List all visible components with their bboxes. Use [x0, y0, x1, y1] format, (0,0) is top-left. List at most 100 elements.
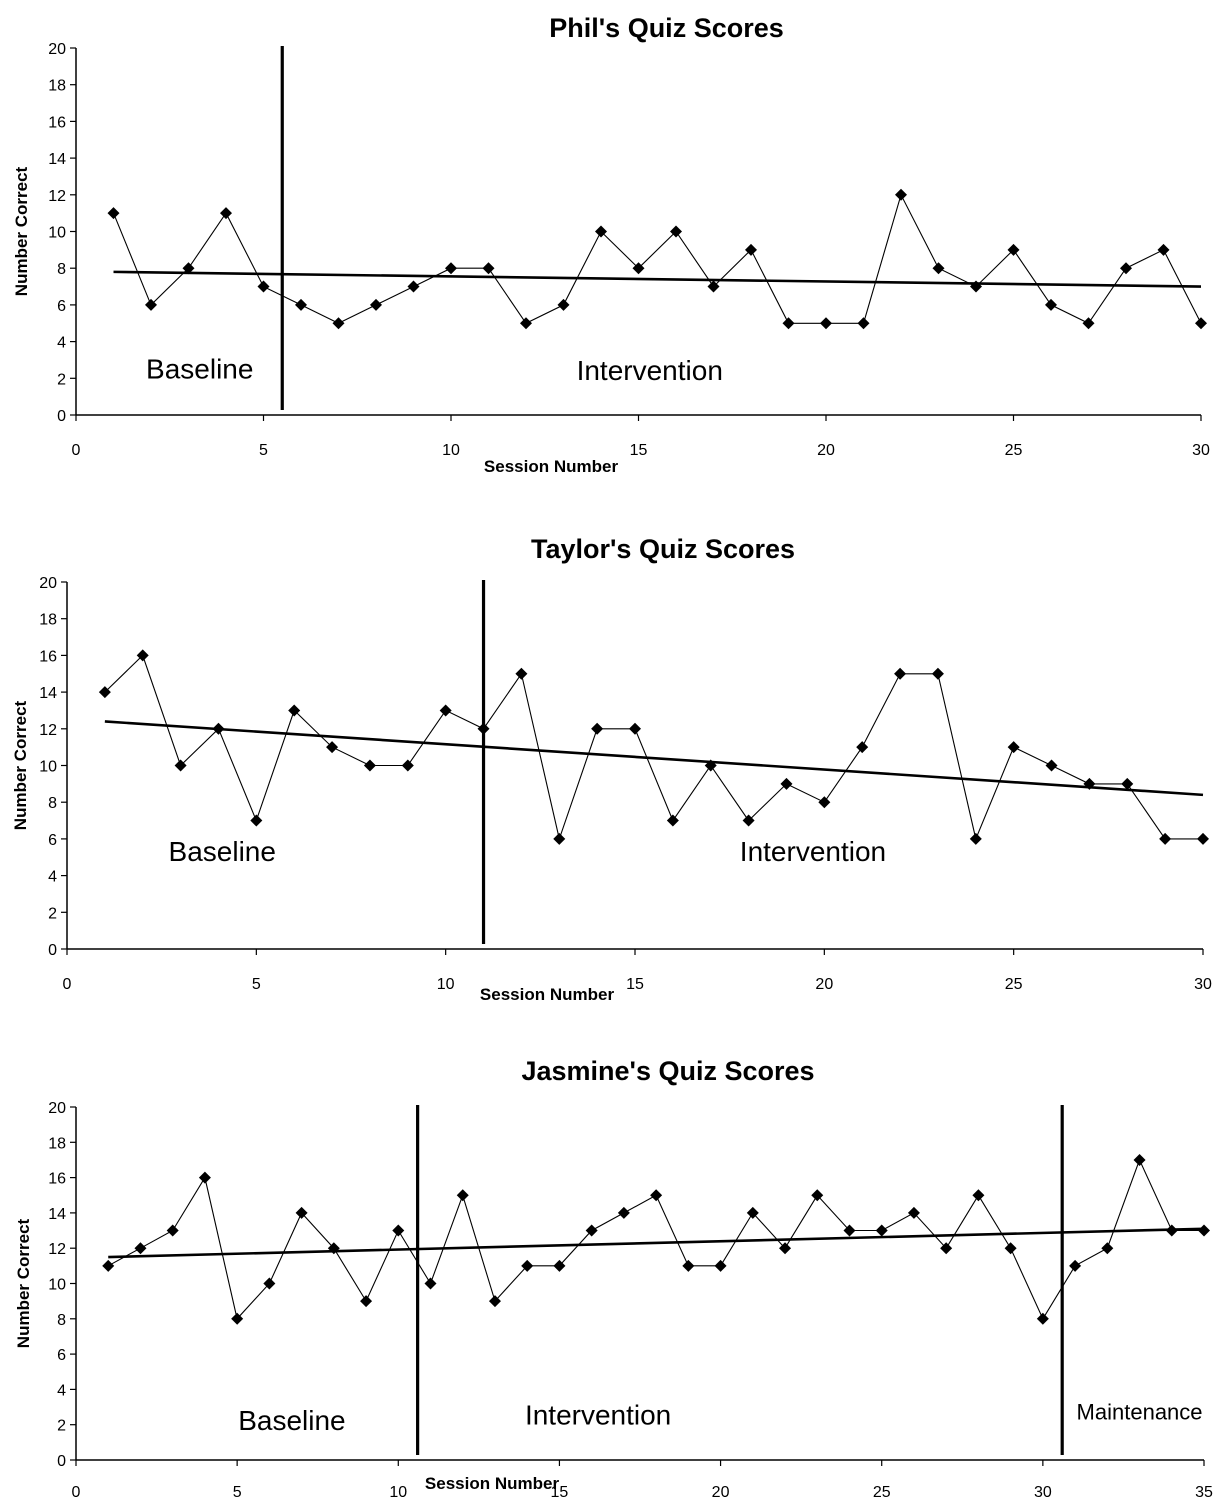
y-tick-label: 10 [48, 225, 66, 242]
y-tick-label: 20 [48, 41, 66, 58]
y-tick-label: 6 [57, 298, 66, 315]
data-point [557, 298, 570, 311]
data-point [591, 722, 604, 735]
data-point [670, 225, 682, 238]
data-point [477, 722, 490, 735]
data-point [585, 1224, 598, 1237]
y-tick-label: 4 [57, 1382, 66, 1399]
chart-title: Taylor's Quiz Scores [531, 534, 795, 564]
data-point [1069, 1259, 1082, 1272]
y-tick-label: 4 [57, 335, 66, 352]
data-point [1197, 832, 1209, 845]
data-point [521, 1259, 534, 1272]
x-tick-label: 25 [1005, 976, 1023, 993]
phase-label: Intervention [740, 836, 886, 867]
y-tick-label: 16 [39, 648, 57, 665]
data-point [182, 262, 195, 275]
x-tick-label: 5 [233, 1484, 242, 1497]
data-point [907, 1206, 920, 1219]
data-point [742, 814, 755, 827]
data-point [843, 1224, 856, 1237]
data-point [894, 667, 907, 680]
data-point [1045, 298, 1057, 311]
data-point [439, 704, 452, 717]
data-point [1036, 1312, 1049, 1325]
y-axis-label: Number Correct [11, 700, 30, 830]
x-tick-label: 30 [1192, 442, 1210, 459]
x-tick-label: 25 [873, 1484, 891, 1497]
data-point [288, 704, 301, 717]
data-point [632, 262, 645, 275]
data-point [875, 1224, 888, 1237]
data-point [456, 1189, 469, 1202]
data-point [940, 1242, 953, 1255]
data-point [1165, 1224, 1178, 1237]
y-tick-label: 2 [57, 371, 66, 388]
data-point [932, 262, 945, 275]
x-tick-label: 10 [389, 1484, 407, 1497]
y-tick-label: 4 [48, 869, 57, 886]
phase-label: Intervention [525, 1400, 671, 1431]
y-tick-label: 0 [57, 408, 66, 425]
data-point [629, 722, 641, 735]
data-point [931, 667, 944, 680]
data-point [250, 814, 263, 827]
x-tick-label: 20 [815, 976, 833, 993]
series-line [104, 654, 1203, 841]
x-tick-label: 15 [630, 442, 648, 459]
data-point [520, 317, 532, 330]
trend-line [113, 270, 1202, 288]
y-axis-label: Number Correct [14, 1218, 33, 1348]
y-tick-label: 14 [48, 1206, 66, 1223]
data-point [714, 1259, 727, 1272]
y-tick-label: 12 [48, 1241, 66, 1258]
data-point [1045, 759, 1058, 772]
x-tick-label: 30 [1194, 976, 1212, 993]
data-point [174, 759, 187, 772]
data-point [1083, 777, 1096, 790]
data-point [857, 317, 870, 330]
data-point [780, 777, 793, 790]
chart-title: Phil's Quiz Scores [549, 13, 784, 43]
data-point [295, 1206, 308, 1219]
data-point [401, 759, 414, 772]
data-point [332, 317, 345, 330]
phase-label: Baseline [146, 353, 253, 384]
x-tick-label: 20 [817, 442, 835, 459]
data-point [782, 317, 795, 330]
data-point [145, 298, 157, 311]
phase-label: Baseline [169, 836, 276, 867]
data-point [360, 1295, 373, 1308]
data-point [856, 741, 869, 754]
series-line [107, 1158, 1204, 1320]
data-point [482, 262, 495, 275]
y-tick-label: 2 [48, 905, 57, 922]
x-tick-label: 35 [1195, 1484, 1213, 1497]
y-tick-label: 20 [39, 575, 57, 592]
data-point [969, 832, 982, 845]
y-tick-label: 10 [48, 1277, 66, 1294]
data-point [745, 243, 757, 256]
data-point [257, 280, 270, 293]
data-point [263, 1277, 276, 1290]
x-tick-label: 10 [437, 976, 455, 993]
y-tick-label: 18 [48, 1135, 66, 1152]
data-point [1133, 1153, 1146, 1166]
data-point [166, 1224, 179, 1237]
y-tick-label: 8 [57, 261, 66, 278]
phase-label: Baseline [238, 1405, 345, 1436]
y-tick-label: 0 [57, 1453, 66, 1470]
data-point [212, 722, 225, 735]
x-tick-label: 15 [551, 1484, 569, 1497]
y-tick-label: 8 [48, 795, 57, 812]
data-point [818, 796, 831, 809]
x-tick-label: 30 [1034, 1484, 1052, 1497]
x-axis-label: Session Number [480, 985, 615, 1004]
data-point [392, 1224, 405, 1237]
data-point [136, 649, 149, 662]
jasmine-quiz-scores-chart: Jasmine's Quiz Scores 0 2 4 6 8 10 12 14 16 18 20 0 5… [0, 1045, 1215, 1497]
data-point [682, 1259, 695, 1272]
data-point [1120, 262, 1132, 275]
data-point [820, 317, 832, 330]
data-point [1195, 317, 1207, 330]
